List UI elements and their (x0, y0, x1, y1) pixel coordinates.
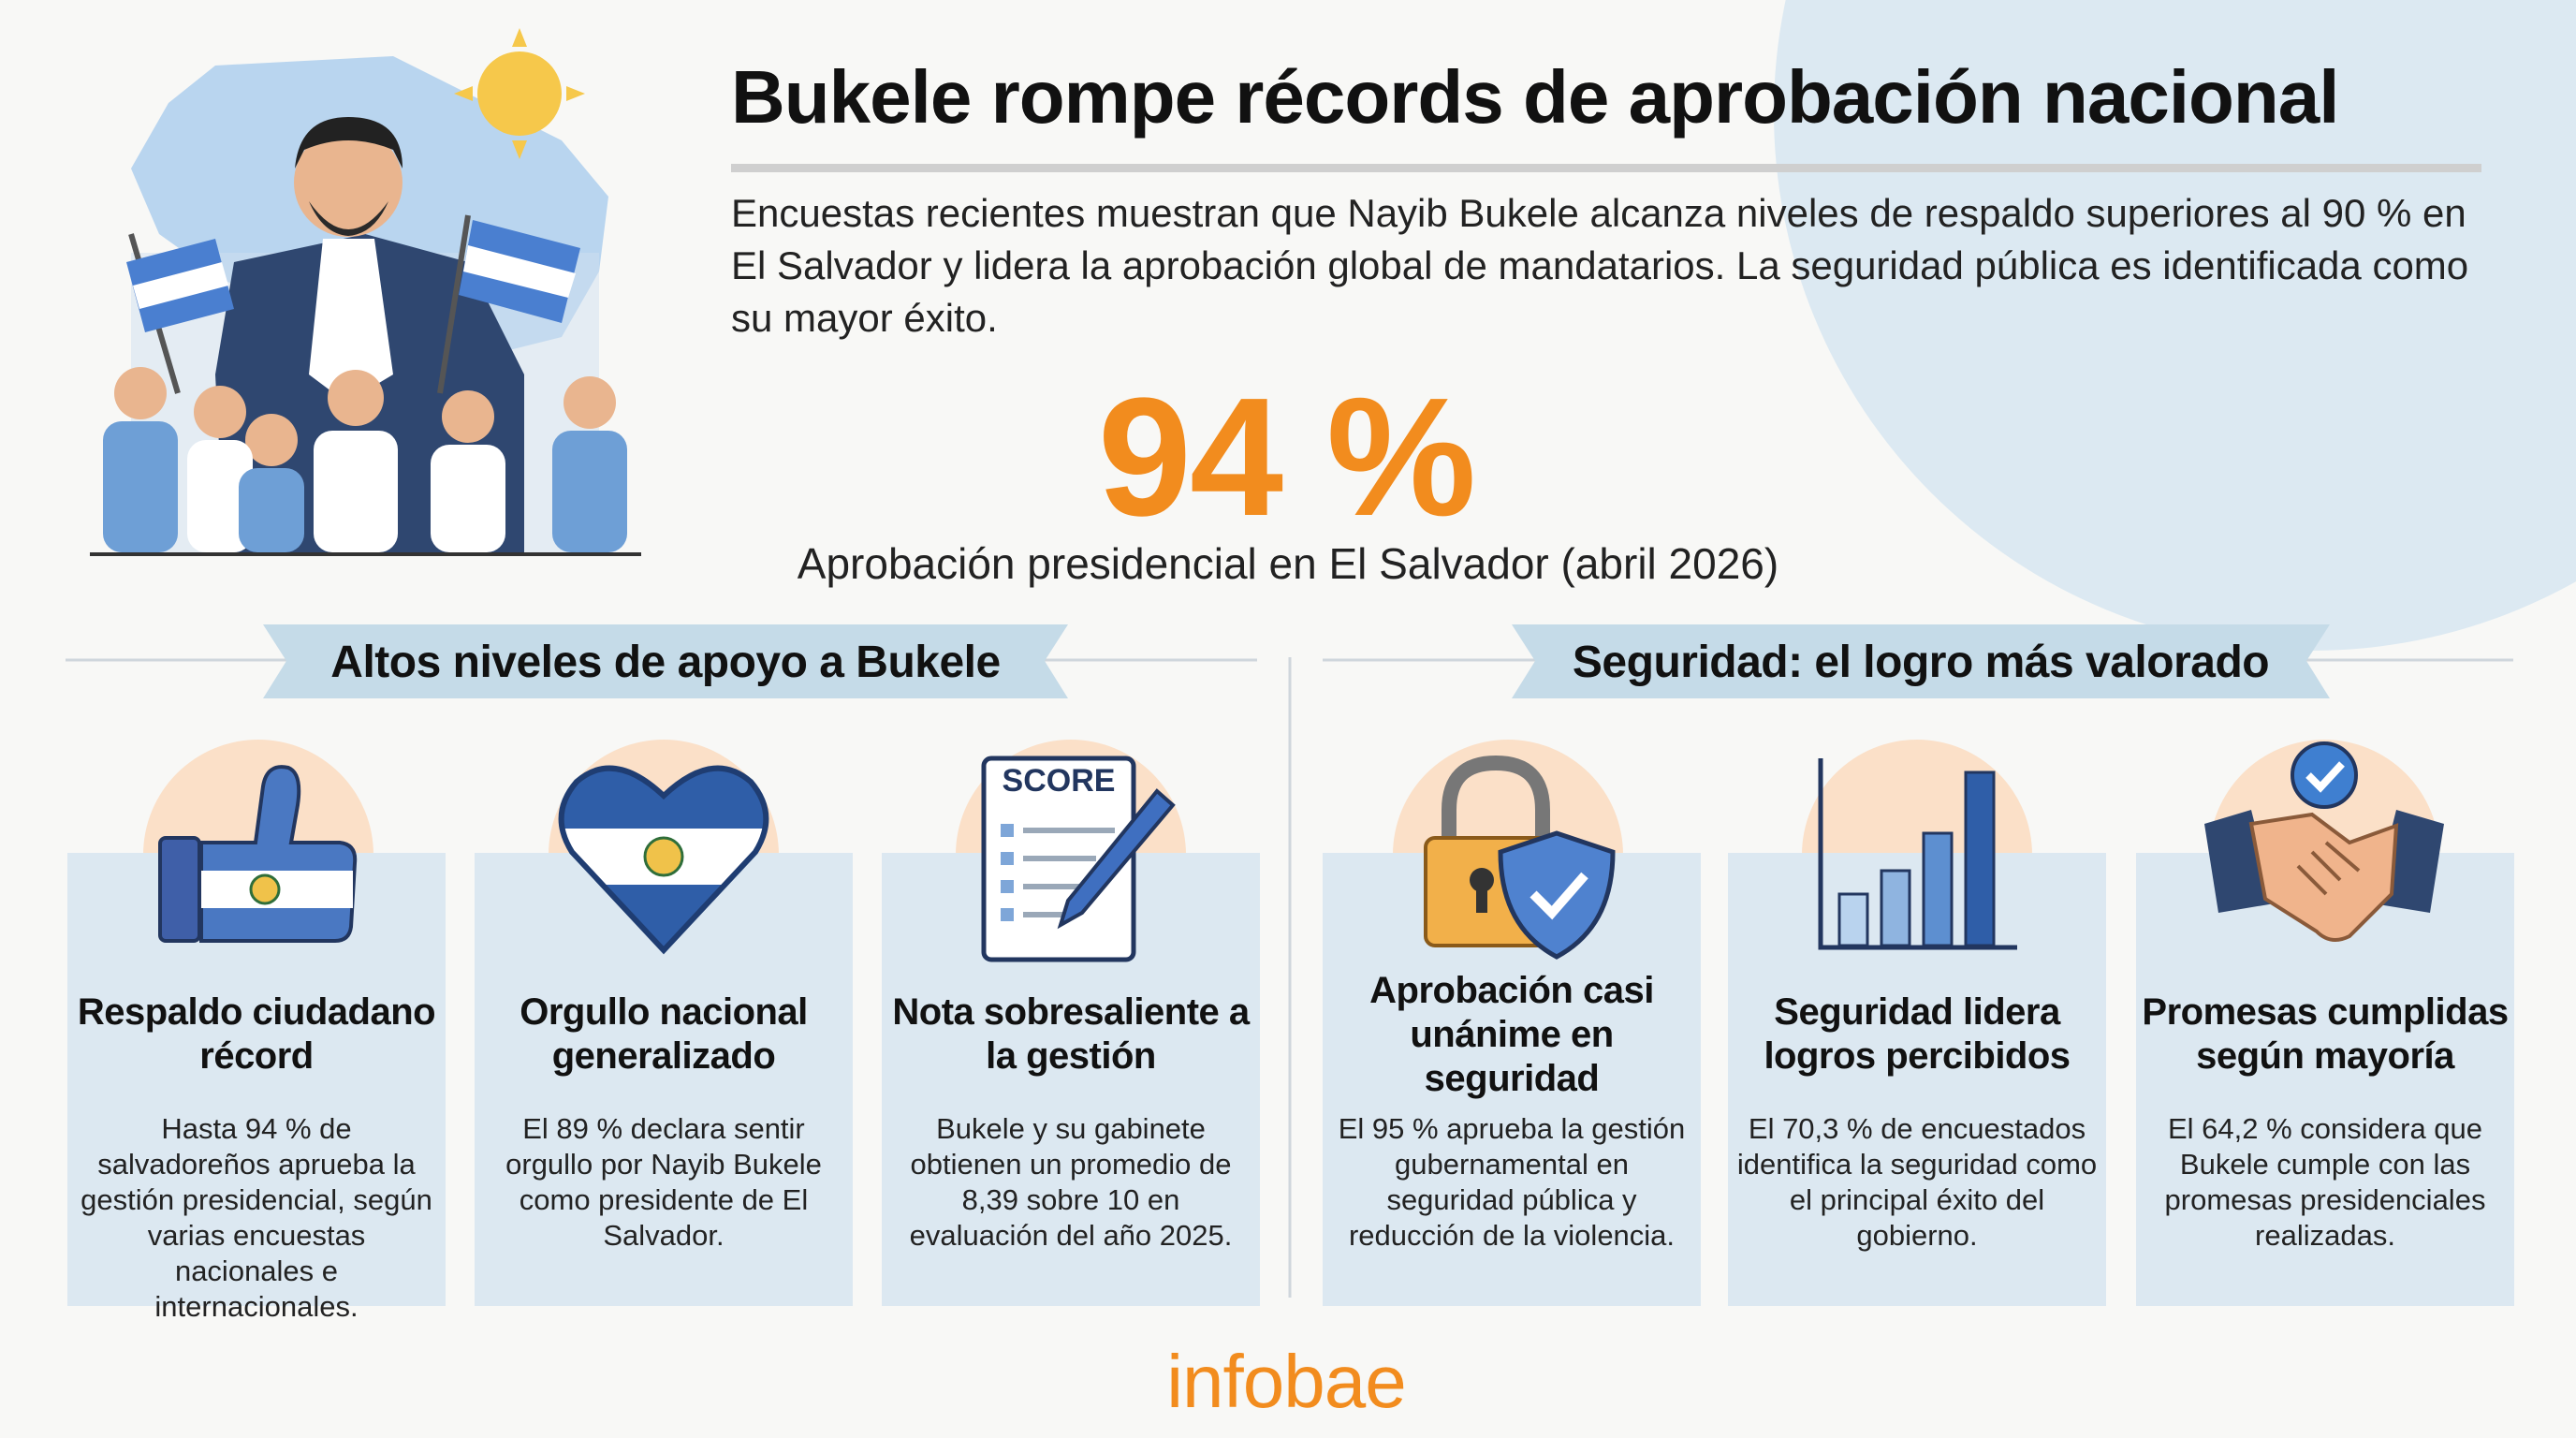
banner-shape (1512, 624, 2330, 698)
card: Promesas cumplidas según mayoría El 64,2 … (2136, 853, 2514, 1306)
card-title: Seguridad lidera logros percibidos (1764, 991, 2071, 1077)
highlight-value: 94 % (1097, 363, 1476, 551)
card-title: Nota sobresaliente a la gestión (892, 991, 1250, 1077)
illustration (90, 28, 641, 556)
card-text: El 95 % aprueba la gestión gubernamental… (1338, 1112, 1686, 1252)
icon-handshake (2204, 740, 2444, 970)
card-text: El 64,2 % considera que Bukele cumple co… (2164, 1112, 2486, 1252)
card-title: Promesas cumplidas según mayoría (2142, 991, 2509, 1077)
card-text: El 89 % declara sentir orgullo por Nayib… (505, 1112, 822, 1252)
title: Bukele rompe récords de aprobación nacio… (731, 55, 2340, 139)
card: Seguridad lidera logros percibidos El 70,… (1728, 853, 2106, 1306)
icon-thumbs-up (143, 740, 373, 970)
card-title: Respaldo ciudadano récord (77, 991, 436, 1077)
icon-text: SCORE (1003, 763, 1116, 799)
icon-score: SCORE (956, 740, 1186, 970)
subtitle: Encuestas recientes muestran que Nayib B… (731, 191, 2469, 340)
title-rule (731, 164, 2481, 172)
highlight-caption: Aprobación presidencial en El Salvador (… (797, 539, 1779, 588)
decor-circle (1774, 0, 2576, 651)
card-text: Bukele y su gabinete obtienen un promedi… (909, 1112, 1233, 1252)
section-title: Seguridad: el logro más valorado (1572, 637, 2270, 687)
card-text: El 70,3 % de encuestados identifica la s… (1736, 1112, 2098, 1252)
banner-shape (263, 624, 1068, 698)
brand-logo: infobae (1166, 1340, 1406, 1423)
card-title: Aprobación casi unánime en seguridad (1369, 969, 1654, 1099)
icon-heart (549, 740, 779, 970)
card-title: Orgullo nacional generalizado (520, 991, 808, 1077)
icon-lock (1393, 740, 1623, 970)
section-title: Altos niveles de apoyo a Bukele (330, 637, 1001, 687)
icon-bars (1802, 740, 2032, 970)
card-text: Hasta 94 % de salvadoreños aprueba la ge… (80, 1112, 432, 1323)
